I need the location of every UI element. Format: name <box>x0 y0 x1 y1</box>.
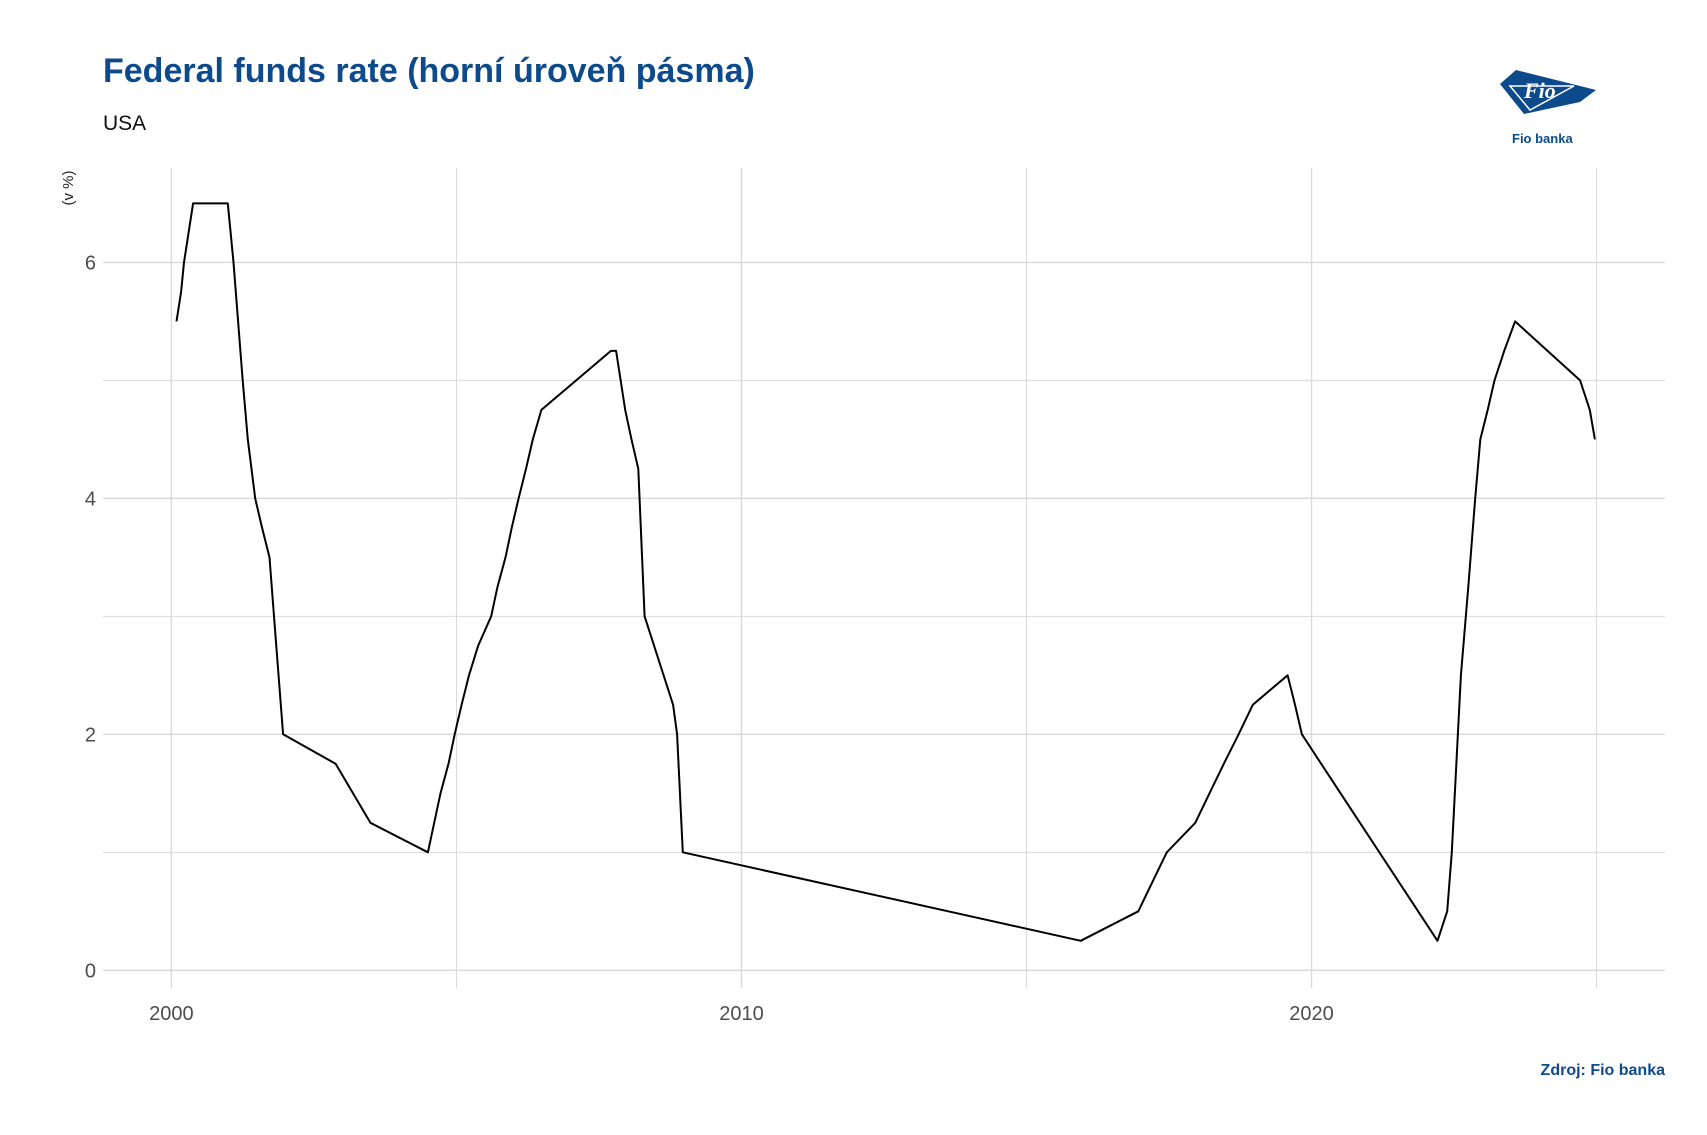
logo-kite-highlight <box>1508 85 1575 111</box>
y-tick-label: 4 <box>85 488 96 510</box>
grid-minor <box>103 168 1665 988</box>
y-tick-labels: 0 2 4 6 <box>85 252 96 982</box>
chart-subtitle: USA <box>103 112 147 135</box>
x-tick-label: 2020 <box>1289 1003 1334 1025</box>
logo-caption: Fio banka <box>1512 131 1573 146</box>
grid-major <box>103 168 1665 988</box>
x-tick-label: 2010 <box>719 1003 764 1025</box>
y-axis-title: (v %) <box>60 171 77 206</box>
series-line <box>175 202 1596 942</box>
fio-banka-logo: Fio <box>1488 62 1608 152</box>
y-tick-label: 2 <box>85 724 96 746</box>
y-tick-label: 6 <box>85 252 96 274</box>
chart-title: Federal funds rate (horní úroveň pásma) <box>103 52 755 90</box>
y-tick-label: 0 <box>85 960 96 982</box>
x-tick-labels: 2000 2010 2020 <box>149 1003 1334 1025</box>
logo-text: Fio <box>1523 78 1556 103</box>
x-tick-label: 2000 <box>149 1003 194 1025</box>
source-note: Zdroj: Fio banka <box>1540 1062 1665 1079</box>
